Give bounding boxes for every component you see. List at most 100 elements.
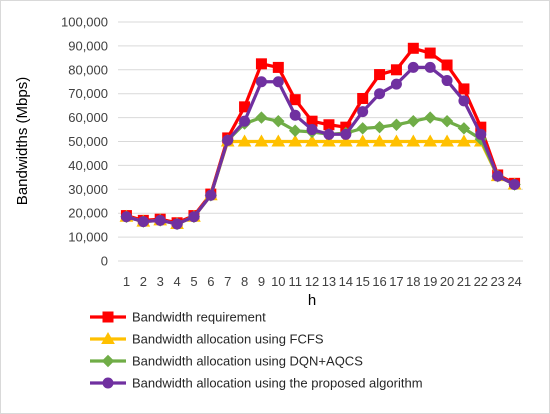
y-tick-label: 40,000 (68, 158, 108, 173)
data-point (288, 134, 303, 147)
x-tick-label: 24 (507, 274, 521, 289)
y-tick-label: 10,000 (68, 230, 108, 245)
y-tick-label: 60,000 (68, 110, 108, 125)
x-tick-label: 5 (190, 274, 197, 289)
x-tick-label: 7 (224, 274, 231, 289)
series-4 (120, 61, 521, 230)
x-tick-label: 16 (372, 274, 386, 289)
x-tick-label: 19 (423, 274, 437, 289)
data-point (255, 111, 268, 124)
series-line (126, 139, 516, 226)
data-point (390, 118, 403, 131)
data-point (424, 47, 436, 59)
data-point (171, 218, 183, 230)
x-tick-label: 20 (440, 274, 454, 289)
legend-swatch-marker (102, 377, 114, 389)
series-group (119, 42, 522, 231)
data-point (372, 134, 387, 147)
y-tick-label: 30,000 (68, 182, 108, 197)
data-point (457, 122, 471, 135)
data-point (289, 109, 301, 121)
y-tick-label: 70,000 (68, 86, 108, 101)
data-point (305, 134, 319, 147)
data-point (458, 95, 470, 107)
data-point (239, 115, 251, 127)
x-tick-label: 6 (207, 274, 214, 289)
data-point (289, 94, 301, 106)
series-1 (120, 42, 521, 229)
legend-label: Bandwidth allocation using FCFS (132, 332, 324, 347)
data-point (407, 42, 419, 54)
data-point (390, 78, 402, 90)
data-point (423, 134, 438, 147)
data-point (424, 61, 436, 73)
data-point (272, 114, 285, 128)
y-tick-label: 20,000 (68, 206, 108, 221)
data-point (322, 134, 336, 147)
x-tick-label: 8 (241, 274, 248, 289)
data-point (440, 134, 454, 147)
legend-label: Bandwidth allocation using DQN+AQCS (132, 354, 363, 369)
x-tick-label: 3 (157, 274, 164, 289)
data-point (271, 134, 286, 147)
x-axis-title: h (308, 292, 316, 309)
data-point (137, 216, 149, 228)
data-point (441, 75, 453, 87)
data-point (306, 124, 318, 136)
data-point (457, 134, 471, 147)
x-tick-label: 10 (271, 274, 285, 289)
data-point (356, 122, 369, 135)
data-point (205, 189, 217, 201)
data-point (374, 69, 386, 81)
x-tick-labels: 1 2 3 4 5 6 7 8 9 10 11 12 13 14 15 16 17 18 19 20 21 22 23 24 (123, 274, 522, 289)
legend: Bandwidth requirement Bandwidth allocatio… (90, 310, 423, 391)
y-axis-title: Bandwidths (Mbps) (14, 77, 31, 205)
x-tick-label: 22 (474, 274, 488, 289)
y-tick-label: 50,000 (68, 134, 108, 149)
data-point (340, 128, 352, 140)
data-point (357, 106, 369, 118)
data-point (389, 134, 404, 147)
data-point (406, 134, 421, 147)
data-point (323, 128, 335, 140)
y-tick-label: 100,000 (61, 15, 108, 30)
x-tick-label: 13 (322, 274, 336, 289)
legend-label: Bandwidth allocation using the proposed … (132, 376, 423, 391)
y-tick-label: 0 (101, 254, 108, 269)
data-point (423, 111, 437, 124)
y-tick-label: 80,000 (68, 62, 108, 77)
data-point (338, 134, 353, 147)
y-tick-labels: 0 10,000 20,000 30,000 40,000 50,000 60,000 70,… (61, 15, 108, 269)
data-point (237, 134, 252, 147)
x-tick-label: 2 (140, 274, 147, 289)
x-tick-label: 21 (457, 274, 471, 289)
data-point (458, 83, 470, 95)
data-point (222, 134, 234, 146)
series-2 (119, 134, 522, 229)
data-point (373, 120, 386, 134)
legend-entry-2: Bandwidth allocation using FCFS (90, 332, 324, 347)
data-point (441, 59, 453, 71)
data-point (440, 114, 454, 128)
data-point (288, 124, 302, 137)
data-point (154, 214, 166, 226)
series-line (126, 46, 516, 225)
data-point (255, 76, 267, 88)
data-point (407, 114, 420, 128)
data-point (509, 179, 521, 191)
legend-swatch-marker (101, 354, 115, 368)
data-point (492, 170, 504, 182)
data-point (272, 76, 284, 88)
data-point (390, 64, 402, 76)
data-point (120, 211, 132, 223)
x-tick-label: 17 (389, 274, 403, 289)
x-tick-label: 9 (258, 274, 265, 289)
series-3 (120, 111, 521, 231)
x-tick-label: 4 (173, 274, 180, 289)
legend-swatch-marker (101, 331, 115, 344)
legend-entry-3: Bandwidth allocation using DQN+AQCS (90, 354, 363, 369)
data-point (188, 211, 200, 223)
x-tick-label: 1 (123, 274, 130, 289)
data-point (254, 134, 269, 147)
